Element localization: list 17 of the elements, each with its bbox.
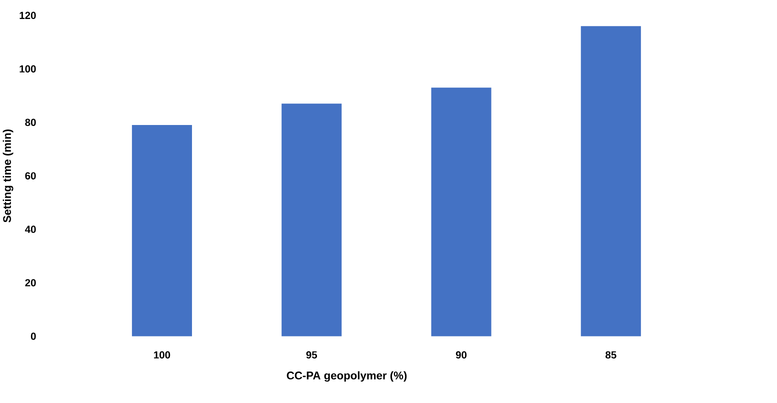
x-axis-title: CC-PA geopolymer (%) xyxy=(286,371,407,382)
y-tick-label: 100 xyxy=(20,65,36,72)
y-tick-label: 0 xyxy=(30,332,36,340)
x-tick-label: 100 xyxy=(154,351,170,358)
bar xyxy=(580,26,641,336)
bar xyxy=(132,124,192,336)
x-tick-label: 90 xyxy=(456,351,467,358)
x-tick-label: 95 xyxy=(306,351,318,358)
y-tick-label: 120 xyxy=(20,12,36,19)
bar xyxy=(282,104,342,336)
y-tick-label: 20 xyxy=(25,279,36,286)
y-tick-label: 80 xyxy=(25,118,36,126)
y-tick-label: 40 xyxy=(24,226,36,233)
y-axis-title: Setting time (min) xyxy=(2,129,14,222)
y-tick-label: 60 xyxy=(25,172,36,180)
x-tick-label: 85 xyxy=(606,351,616,358)
bar xyxy=(431,88,492,336)
